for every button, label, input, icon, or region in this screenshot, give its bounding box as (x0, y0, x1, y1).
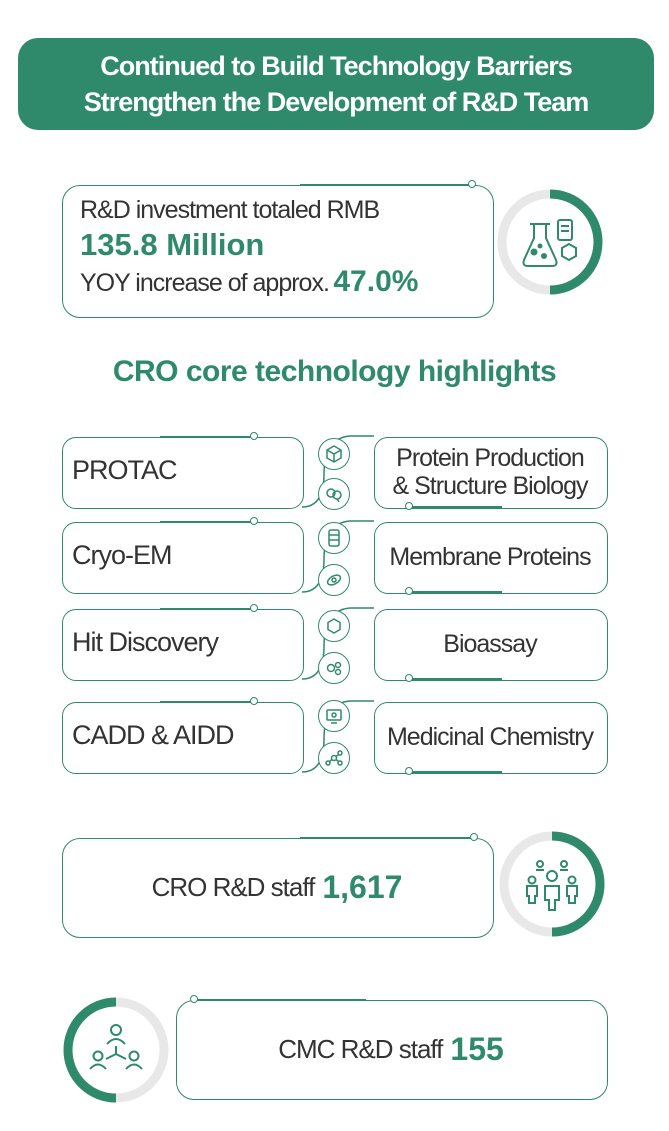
tech-label-cadd: CADD & AIDD (72, 720, 235, 750)
tech-label-protein-line1: Protein Production (396, 444, 585, 472)
connector-line (160, 701, 252, 703)
cmc-staff-text: CMC R&D staff 155 (176, 1000, 606, 1098)
investment-line1: R&D investment totaled RMB (80, 196, 380, 224)
connector-line (160, 521, 252, 523)
connector-line (412, 506, 502, 508)
computer-icon (318, 700, 350, 732)
connector-line (412, 678, 502, 680)
investment-text: R&D investment totaled RMB 135.8 Million… (80, 196, 500, 299)
connector-line (196, 999, 366, 1001)
connector-line (160, 436, 252, 438)
cro-staff-text: CRO R&D staff 1,617 (62, 838, 492, 936)
connector-dot (468, 180, 476, 188)
tech-card-protac (62, 437, 304, 509)
connector-dot (250, 432, 258, 440)
molecule-icon (318, 652, 350, 684)
connector-line (412, 591, 502, 593)
protein-icon (318, 478, 350, 510)
tech-card-cadd (62, 702, 304, 774)
tech-label-protein: Protein Production & Structure Biology (376, 440, 604, 504)
cro-staff-value: 1,617 (322, 868, 403, 905)
cro-staff-label: CRO R&D staff (151, 871, 316, 902)
tech-label-protein-line2: & Structure Biology (392, 472, 589, 500)
tech-label-membrane: Membrane Proteins (389, 542, 591, 571)
tech-card-medicinal-chemistry (374, 702, 608, 774)
chemistry-node-icon (318, 742, 350, 774)
connector-line (300, 184, 470, 186)
connector-dot (405, 587, 413, 595)
tech-card-cryo-em (62, 522, 304, 594)
tech-label-medicinal: Medicinal Chemistry (386, 722, 594, 751)
tech-label-bioassay: Bioassay (443, 629, 537, 658)
header-banner: Continued to Build Technology Barriers S… (18, 38, 654, 130)
connector-line (412, 771, 502, 773)
hexagon-icon (318, 610, 350, 642)
tech-label-cryo-em: Cryo-EM (72, 540, 172, 570)
tech-card-membrane (374, 522, 608, 594)
connector-dot (250, 517, 258, 525)
tech-card-hit-discovery (62, 609, 304, 681)
connector-dot (405, 767, 413, 775)
tech-label-protac: PROTAC (72, 455, 178, 485)
investment-yoy-label: YOY increase of approx. (80, 269, 330, 297)
connector-dot (470, 833, 478, 841)
cro-staff-card (62, 838, 494, 938)
connector-curve (301, 435, 374, 508)
header-title-line2: Strengthen the Development of R&D Team (83, 87, 590, 117)
investment-amount: 135.8 Million (80, 227, 265, 262)
connector-curve (301, 607, 374, 680)
microscope-icon (318, 522, 350, 554)
lab-flask-icon (497, 189, 603, 295)
connector-dot (405, 502, 413, 510)
connector-dot (250, 697, 258, 705)
connector-dot (250, 604, 258, 612)
header-title-line1: Continued to Build Technology Barriers (100, 51, 573, 81)
cmc-staff-card (176, 1000, 608, 1100)
membrane-icon (318, 564, 350, 596)
tech-card-protein-production (374, 437, 608, 509)
connector-line (300, 837, 472, 839)
team-people-icon (499, 831, 605, 937)
tech-card-bioassay (374, 609, 608, 681)
connector-dot (405, 674, 413, 682)
cmc-staff-value: 155 (450, 1030, 504, 1067)
cro-section-title: CRO core technology highlights (112, 355, 557, 388)
investment-card (62, 185, 494, 318)
connector-line (160, 608, 252, 610)
cmc-staff-label: CMC R&D staff (278, 1033, 443, 1064)
connector-dot (190, 995, 198, 1003)
network-people-icon (63, 997, 169, 1103)
investment-yoy-percent: 47.0% (333, 265, 419, 298)
tech-label-hit-discovery: Hit Discovery (72, 627, 219, 657)
cube-icon (318, 438, 350, 470)
